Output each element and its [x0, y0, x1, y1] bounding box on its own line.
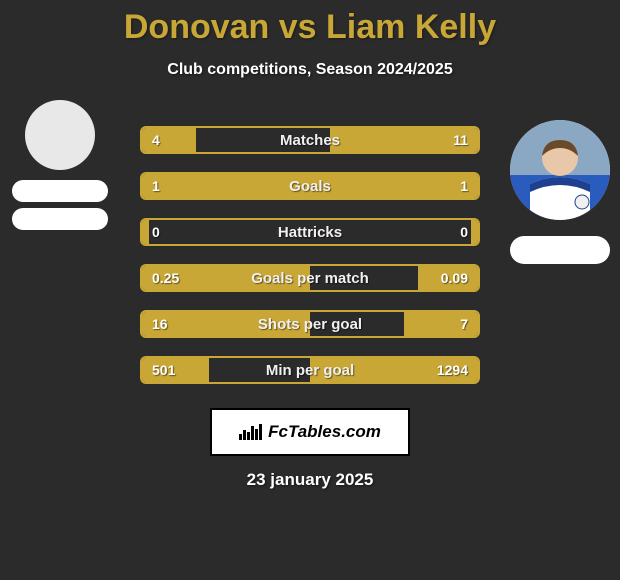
stat-value-right: 0: [460, 224, 468, 240]
stat-value-left: 4: [152, 132, 160, 148]
stat-value-right: 1294: [437, 362, 468, 378]
player-right: [505, 120, 615, 264]
stat-value-left: 1: [152, 178, 160, 194]
stat-label: Min per goal: [266, 362, 354, 379]
bar-fill-right: [310, 174, 478, 198]
name-pill-left-1: [12, 180, 108, 202]
stat-value-left: 16: [152, 316, 168, 332]
bar-chart-icon: [239, 424, 262, 440]
stat-row: 1 Goals 1: [140, 172, 480, 200]
page-title: Donovan vs Liam Kelly: [0, 0, 620, 47]
stat-row: 16 Shots per goal 7: [140, 310, 480, 338]
bar-fill-left: [142, 128, 196, 152]
stat-row: 4 Matches 11: [140, 126, 480, 154]
bar-fill-right: [471, 220, 478, 244]
stat-value-right: 0.09: [441, 270, 468, 286]
stat-value-right: 1: [460, 178, 468, 194]
stat-value-left: 501: [152, 362, 175, 378]
stat-row: 501 Min per goal 1294: [140, 356, 480, 384]
avatar-right: [510, 120, 610, 220]
fctables-logo: FcTables.com: [210, 408, 410, 456]
bar-fill-left: [142, 220, 149, 244]
stat-row: 0 Hattricks 0: [140, 218, 480, 246]
stat-value-right: 7: [460, 316, 468, 332]
stat-label: Hattricks: [278, 224, 342, 241]
stat-label: Shots per goal: [258, 316, 362, 333]
player-left: [5, 100, 115, 230]
name-pill-right: [510, 236, 610, 264]
subtitle: Club competitions, Season 2024/2025: [0, 61, 620, 79]
date-label: 23 january 2025: [0, 470, 620, 490]
player-photo-icon: [510, 120, 610, 220]
stat-row: 0.25 Goals per match 0.09: [140, 264, 480, 292]
stat-label: Goals: [289, 178, 331, 195]
stat-label: Matches: [280, 132, 340, 149]
name-pill-left-2: [12, 208, 108, 230]
stat-label: Goals per match: [251, 270, 369, 287]
bar-fill-left: [142, 174, 310, 198]
stats-bars: 4Matches111Goals10Hattricks00.25Goals pe…: [140, 126, 480, 402]
logo-text: FcTables.com: [268, 422, 381, 442]
stat-value-left: 0.25: [152, 270, 179, 286]
stat-value-right: 11: [453, 132, 468, 148]
stat-value-left: 0: [152, 224, 160, 240]
avatar-left: [25, 100, 95, 170]
